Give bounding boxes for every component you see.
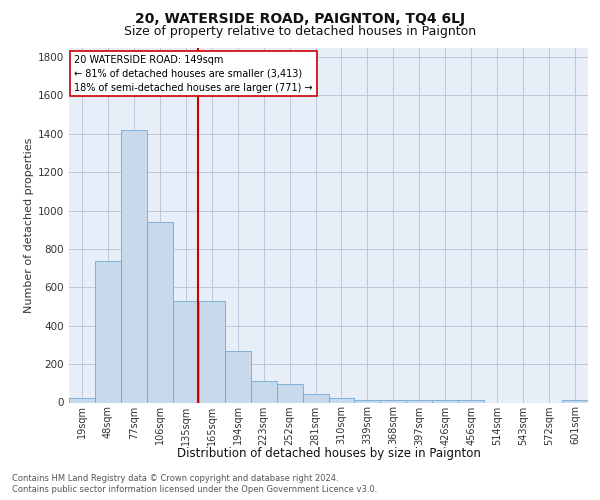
Bar bbox=[69, 398, 95, 402]
Bar bbox=[329, 398, 355, 402]
Bar bbox=[121, 130, 147, 402]
Text: Contains public sector information licensed under the Open Government Licence v3: Contains public sector information licen… bbox=[12, 485, 377, 494]
Bar bbox=[147, 222, 173, 402]
Bar bbox=[225, 350, 251, 403]
Bar bbox=[199, 301, 224, 402]
Bar bbox=[95, 260, 121, 402]
Bar bbox=[562, 400, 588, 402]
Text: Distribution of detached houses by size in Paignton: Distribution of detached houses by size … bbox=[177, 448, 481, 460]
Y-axis label: Number of detached properties: Number of detached properties bbox=[24, 138, 34, 312]
Bar bbox=[355, 400, 380, 402]
Bar bbox=[302, 394, 329, 402]
Bar bbox=[380, 400, 406, 402]
Bar bbox=[458, 400, 484, 402]
Bar bbox=[173, 301, 199, 402]
Text: Contains HM Land Registry data © Crown copyright and database right 2024.: Contains HM Land Registry data © Crown c… bbox=[12, 474, 338, 483]
Text: 20 WATERSIDE ROAD: 149sqm
← 81% of detached houses are smaller (3,413)
18% of se: 20 WATERSIDE ROAD: 149sqm ← 81% of detac… bbox=[74, 54, 313, 92]
Text: Size of property relative to detached houses in Paignton: Size of property relative to detached ho… bbox=[124, 25, 476, 38]
Text: 20, WATERSIDE ROAD, PAIGNTON, TQ4 6LJ: 20, WATERSIDE ROAD, PAIGNTON, TQ4 6LJ bbox=[135, 12, 465, 26]
Bar bbox=[251, 382, 277, 402]
Bar bbox=[406, 400, 432, 402]
Bar bbox=[277, 384, 302, 402]
Bar bbox=[433, 400, 458, 402]
